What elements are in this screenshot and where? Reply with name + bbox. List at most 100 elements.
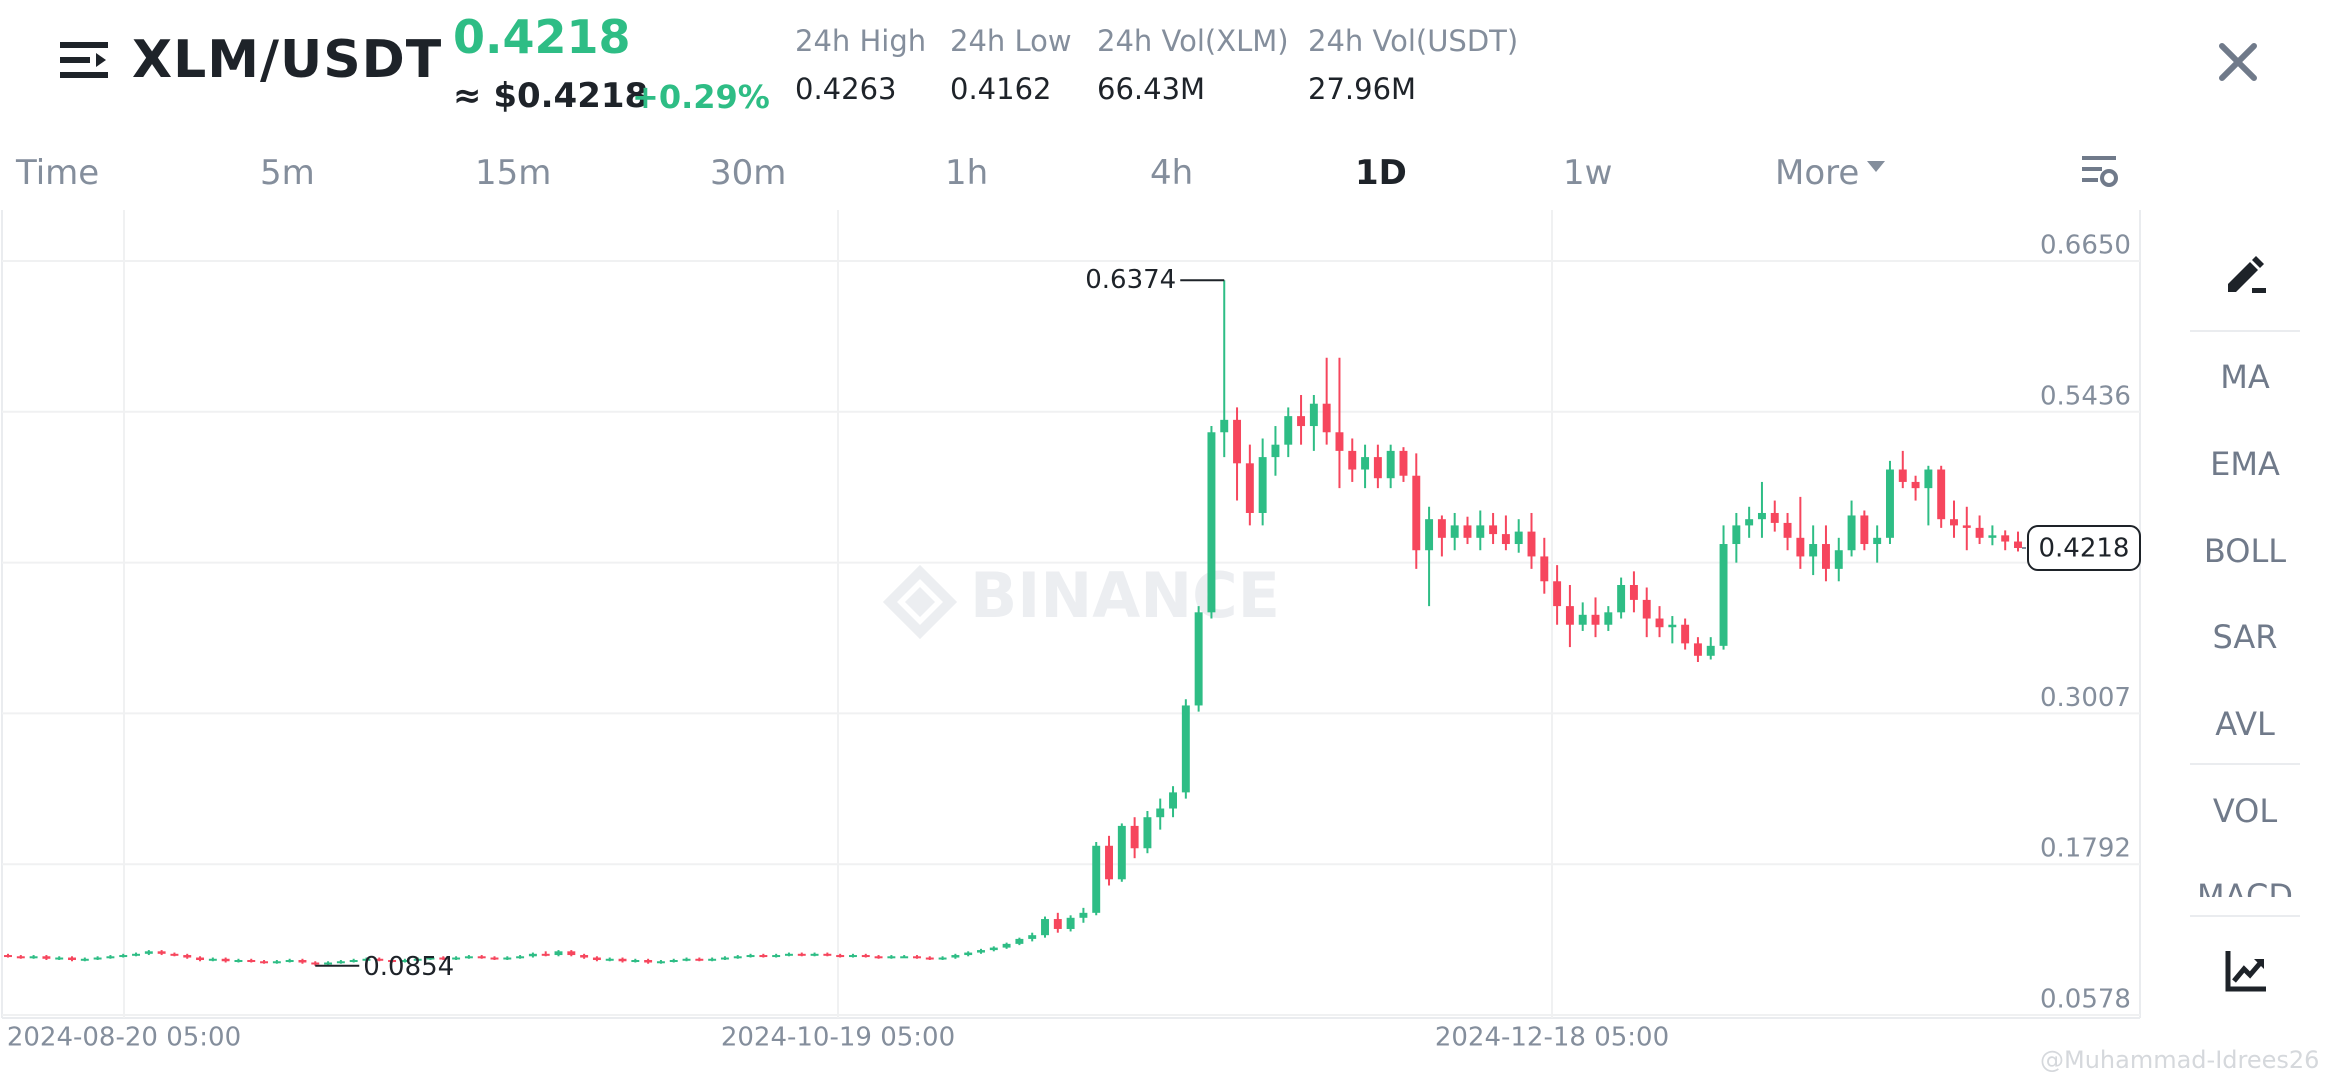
- candle: [1745, 506, 1754, 538]
- candle: [1706, 637, 1715, 660]
- stat-value: 0.4162: [950, 72, 1052, 106]
- candle: [720, 956, 729, 961]
- tab-4h[interactable]: 4h: [1150, 153, 1194, 193]
- candle-body: [452, 957, 461, 960]
- pair-title[interactable]: XLM/USDT: [132, 30, 443, 90]
- candle: [746, 953, 755, 958]
- candle: [144, 950, 153, 956]
- timeframe-tabs: Time 5m 15m 30m 1h 4h 1D 1w More: [0, 145, 2140, 207]
- candle: [772, 953, 781, 958]
- candle: [1834, 537, 1843, 582]
- candle: [170, 952, 179, 957]
- candle: [1245, 444, 1254, 526]
- divider: [2190, 763, 2300, 765]
- tab-5m[interactable]: 5m: [260, 153, 315, 193]
- candle: [1437, 515, 1446, 557]
- indicator-ma[interactable]: MA: [2220, 358, 2270, 396]
- candle: [1886, 460, 1894, 545]
- min-price-label: 0.0854: [363, 952, 454, 982]
- candle: [1873, 525, 1882, 563]
- tab-time[interactable]: Time: [16, 153, 100, 193]
- candle-body: [1565, 606, 1574, 625]
- candle: [93, 956, 102, 961]
- candle-body: [1796, 537, 1805, 557]
- indicator-boll[interactable]: BOLL: [2203, 532, 2287, 570]
- candle-body: [144, 951, 153, 954]
- candle: [644, 958, 653, 964]
- x-tick-label: 2024-10-19 05:00: [721, 1023, 955, 1053]
- tab-1d[interactable]: 1D: [1355, 153, 1407, 193]
- tab-1w[interactable]: 1w: [1563, 153, 1613, 193]
- candle-body: [1258, 457, 1267, 513]
- candle: [1770, 500, 1779, 532]
- tab-15m[interactable]: 15m: [475, 153, 552, 193]
- credit-watermark: @Muhammad-Idrees26: [2040, 1046, 2320, 1074]
- candle: [1425, 506, 1434, 607]
- candle-body: [1066, 917, 1075, 929]
- candle-body: [1028, 935, 1037, 939]
- tab-more[interactable]: More: [1775, 153, 1886, 193]
- caret-down-icon: [1867, 161, 1886, 172]
- tab-1h[interactable]: 1h: [945, 153, 989, 193]
- candle: [1297, 395, 1306, 445]
- candle-body: [1322, 403, 1331, 433]
- candle: [285, 958, 294, 963]
- stat-24h-high: 24h High 0.4263: [795, 24, 926, 106]
- candle: [1642, 587, 1651, 638]
- candle: [1079, 907, 1088, 923]
- candlestick-chart[interactable]: BINANCE 0.66500.54360.42210.30070.17920.…: [0, 210, 2150, 1080]
- pen-draw-icon[interactable]: [2222, 250, 2270, 298]
- tab-30m[interactable]: 30m: [710, 153, 787, 193]
- indicator-sar[interactable]: SAR: [2212, 618, 2278, 656]
- chart-settings-icon[interactable]: [2078, 150, 2120, 192]
- candle-body: [1962, 525, 1971, 528]
- candle: [554, 950, 563, 957]
- candle-body: [298, 960, 307, 963]
- candle-body: [1604, 612, 1613, 625]
- list-menu-icon[interactable]: [58, 34, 110, 86]
- stat-24h-low: 24h Low 0.4162: [950, 24, 1072, 106]
- stat-label: 24h High: [795, 24, 927, 58]
- candle: [1092, 842, 1101, 916]
- candle-body: [1450, 525, 1459, 538]
- candle: [695, 957, 704, 962]
- candle: [848, 953, 857, 958]
- candle-body: [644, 960, 653, 963]
- candle: [874, 955, 883, 959]
- candle-body: [1476, 525, 1485, 538]
- candle-body: [1399, 450, 1408, 476]
- candle: [362, 957, 371, 962]
- stat-24h-vol-xlm: 24h Vol(XLM) 66.43M: [1097, 24, 1289, 106]
- candle: [477, 955, 486, 959]
- chart-type-icon[interactable]: [2222, 947, 2270, 995]
- close-icon[interactable]: [2210, 34, 2266, 90]
- candle-body: [631, 960, 640, 963]
- candle: [272, 960, 281, 964]
- candle-body: [503, 957, 512, 960]
- candle-body: [1130, 825, 1139, 849]
- candle: [1847, 500, 1856, 557]
- indicator-macd[interactable]: MACD: [2197, 877, 2293, 897]
- indicator-ema[interactable]: EMA: [2210, 445, 2280, 483]
- candle-body: [1950, 519, 1958, 526]
- indicator-avl[interactable]: AVL: [2215, 705, 2275, 743]
- candle-body: [1092, 845, 1101, 913]
- candle: [1821, 525, 1830, 582]
- candle-body: [592, 957, 601, 961]
- candle-body: [1169, 792, 1178, 809]
- candle-body: [1194, 612, 1203, 706]
- candle: [1732, 512, 1741, 563]
- candle: [208, 957, 217, 962]
- current-price-label: 0.4218: [2039, 533, 2130, 563]
- candle-body: [42, 956, 51, 959]
- candle-body: [1284, 416, 1293, 445]
- candle: [631, 958, 640, 963]
- candle: [375, 957, 384, 962]
- candle-body: [234, 960, 243, 963]
- candle: [1130, 817, 1139, 859]
- candle: [1028, 932, 1037, 942]
- indicator-vol[interactable]: VOL: [2212, 792, 2278, 830]
- candle-body: [925, 957, 934, 960]
- candle: [413, 957, 422, 962]
- candle: [516, 955, 525, 959]
